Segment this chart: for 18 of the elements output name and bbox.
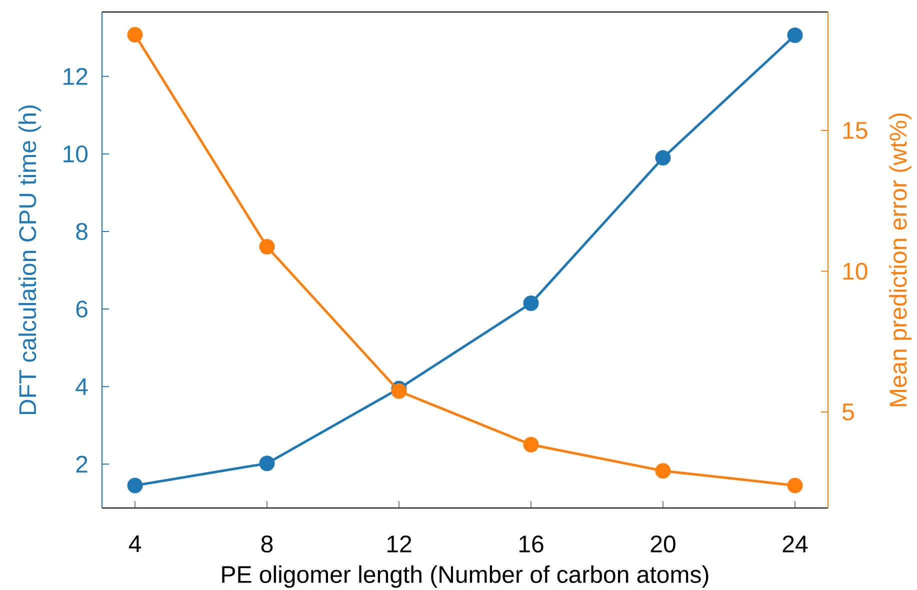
y-tick-label: 6 — [76, 300, 88, 318]
x-tick-label: 24 — [782, 536, 808, 552]
y-axis-title: DFT calculation CPU time (h) — [18, 106, 41, 414]
y-tick-label: 12 — [64, 68, 88, 85]
x-tick-label: 4 — [128, 536, 141, 552]
x-axis-title: PE oligomer length (Number of carbon atoms) — [222, 565, 708, 588]
x-tick-label: 16 — [519, 536, 544, 553]
x-tick-label: 20 — [650, 536, 676, 553]
y-tick-label: 4 — [76, 378, 88, 395]
y2-tick-label: 10 — [843, 262, 868, 280]
x-tick-label: 12 — [387, 536, 412, 552]
x-tick-label: 8 — [261, 536, 273, 553]
y-tick-label: 10 — [64, 145, 88, 162]
y2-axis-title: Mean prediction error (wt%) — [889, 113, 912, 406]
y-tick-label: 2 — [76, 456, 88, 473]
y-tick-label: 8 — [76, 223, 88, 240]
y2-tick-label: 15 — [843, 122, 868, 139]
y2-tick-label: 5 — [842, 404, 854, 420]
